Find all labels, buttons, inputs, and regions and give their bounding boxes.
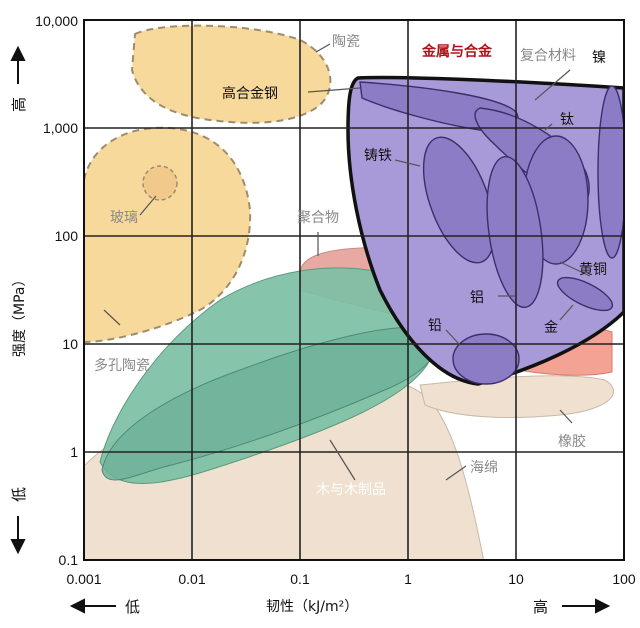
label-brass: 黄铜	[579, 261, 607, 278]
material-regions	[84, 24, 624, 560]
x-tick-label: 1	[404, 571, 412, 587]
y-tick-label: 10	[62, 336, 78, 352]
metal-cast-iron	[422, 136, 496, 264]
region-porous-ceramics	[84, 126, 252, 344]
y-tick-label: 0.1	[59, 552, 79, 568]
leader-lines	[103, 43, 591, 481]
label-porous-ceramics: 多孔陶瓷	[94, 357, 150, 374]
label-high-alloy-steel: 高合金钢	[222, 85, 278, 102]
y-tick-label: 1	[70, 444, 78, 460]
label-metals-alloys: 金属与合金	[421, 43, 493, 60]
y-tick-label: 1,000	[43, 120, 78, 136]
x-tick-label: 0.001	[66, 571, 101, 587]
label-ceramics: 陶瓷	[332, 34, 360, 50]
label-sponge: 海绵	[470, 459, 498, 476]
y-high-label: 高	[10, 97, 28, 112]
metal-gold	[556, 276, 614, 312]
y-tick-labels: 10,000 1,000 100 10 1 0.1	[35, 13, 78, 568]
x-high-label: 高	[533, 598, 548, 616]
y-tick-label: 10,000	[35, 13, 78, 29]
label-rubber: 橡胶	[558, 433, 586, 450]
label-gold: 金	[544, 320, 558, 336]
x-tick-label: 0.1	[290, 571, 310, 587]
x-tick-labels: 0.001 0.01 0.1 1 10 100	[66, 571, 635, 587]
y-high-arrow	[10, 45, 26, 84]
region-ceramics	[130, 24, 332, 124]
label-aluminum: 铝	[470, 290, 484, 306]
label-glass: 玻璃	[110, 209, 138, 226]
metal-lead	[452, 333, 520, 385]
y-tick-label: 100	[55, 228, 79, 244]
plot-frame	[83, 19, 625, 561]
x-low-label: 低	[125, 598, 140, 616]
label-lead: 铅	[428, 318, 442, 334]
x-tick-label: 0.01	[178, 571, 205, 587]
label-composites: 复合材料	[520, 47, 576, 64]
label-wood: 木与木制品	[316, 482, 386, 498]
x-high-arrow	[562, 598, 611, 614]
label-polymers: 聚合物	[297, 210, 339, 226]
x-low-arrow	[69, 598, 116, 614]
x-tick-label: 100	[612, 571, 636, 587]
label-nickel: 镍	[592, 50, 606, 66]
y-low-arrow	[10, 516, 26, 555]
y-axis-title: 强度（MPa）	[12, 273, 28, 357]
x-tick-label: 10	[508, 571, 524, 587]
region-glass	[142, 165, 178, 201]
label-cast-iron: 铸铁	[364, 148, 392, 164]
metal-nickel	[597, 85, 624, 259]
y-low-label: 低	[10, 487, 28, 502]
x-axis-title: 韧性（kJ/m²）	[266, 599, 358, 615]
label-titanium: 钛	[560, 112, 574, 128]
